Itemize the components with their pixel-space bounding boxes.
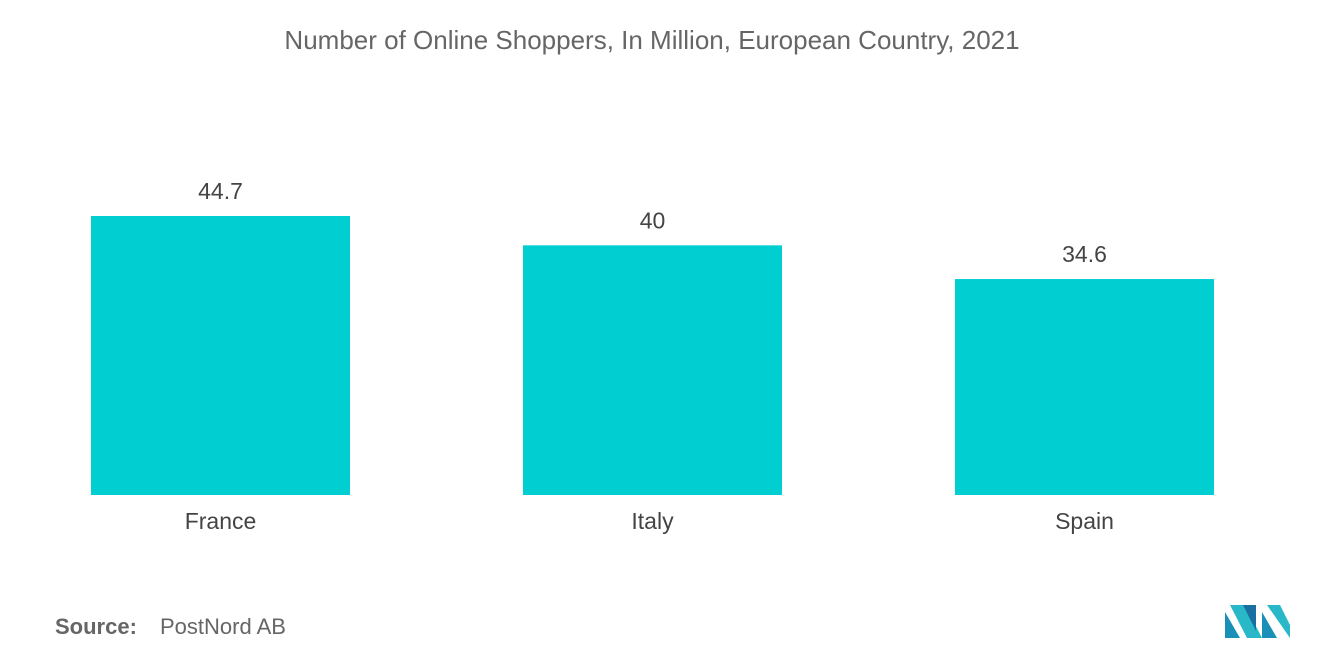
bar (523, 245, 782, 495)
bar (955, 279, 1214, 495)
chart-title: Number of Online Shoppers, In Million, E… (284, 25, 1019, 55)
bar (91, 216, 350, 495)
value-label: 40 (640, 207, 666, 233)
x-tick-label: Spain (1055, 508, 1114, 534)
logo (1225, 605, 1290, 638)
value-label: 44.7 (198, 178, 243, 204)
source: PostNord AB (160, 614, 286, 639)
source-label: Source: (55, 614, 137, 639)
x-tick-label: France (185, 508, 257, 534)
x-tick-label: Italy (631, 508, 674, 534)
value-label: 34.6 (1062, 241, 1107, 267)
